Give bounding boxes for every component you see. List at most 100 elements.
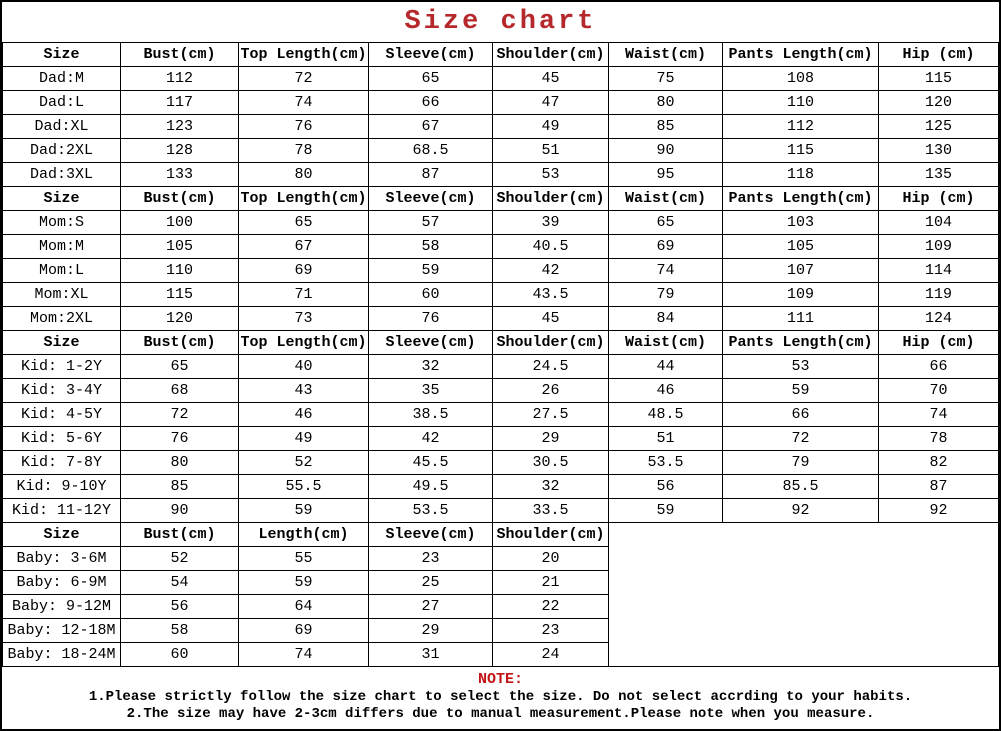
value-cell: 52 — [120, 546, 239, 571]
value-cell: 24 — [492, 642, 609, 667]
value-cell: 59 — [238, 570, 369, 595]
value-cell: 100 — [120, 210, 239, 235]
table-row: Mom:XL 115 71 60 43.5 79 109 119 — [2, 282, 999, 307]
value-cell: 60 — [120, 642, 239, 667]
column-header: Waist(cm) — [608, 186, 723, 211]
size-label-cell: Baby: 6-9M — [2, 570, 121, 595]
value-cell: 40.5 — [492, 234, 609, 259]
size-label-cell: Dad:XL — [2, 114, 121, 139]
value-cell: 57 — [368, 210, 493, 235]
value-cell: 68.5 — [368, 138, 493, 163]
value-cell: 53 — [722, 354, 879, 379]
value-cell: 115 — [120, 282, 239, 307]
column-header: Shoulder(cm) — [492, 42, 609, 67]
value-cell: 110 — [120, 258, 239, 283]
section-header-row: Size Bust(cm) Top Length(cm) Sleeve(cm) Shou… — [2, 186, 999, 211]
section-header-row: Size Bust(cm) Length(cm) Sleeve(cm) Shoulder… — [2, 522, 999, 667]
size-table-body: Size Bust(cm) Top Length(cm) Sleeve(cm) Shou… — [2, 42, 999, 667]
value-cell: 56 — [608, 474, 723, 499]
value-cell: 74 — [878, 402, 999, 427]
value-cell: 72 — [120, 402, 239, 427]
size-label-cell: Kid: 5-6Y — [2, 426, 121, 451]
size-table: Size Bust(cm) Top Length(cm) Sleeve(cm) Shou… — [2, 42, 999, 667]
value-cell: 115 — [878, 66, 999, 91]
value-cell: 60 — [368, 282, 493, 307]
size-label-cell: Kid: 3-4Y — [2, 378, 121, 403]
table-row: Dad:L 117 74 66 47 80 110 120 — [2, 90, 999, 115]
value-cell: 27 — [368, 594, 493, 619]
value-cell: 95 — [608, 162, 723, 187]
table-row: Baby: 6-9M 54 59 25 21 — [2, 570, 999, 595]
value-cell: 115 — [722, 138, 879, 163]
value-cell: 120 — [878, 90, 999, 115]
size-label-cell: Dad:M — [2, 66, 121, 91]
value-cell: 72 — [238, 66, 369, 91]
value-cell: 24.5 — [492, 354, 609, 379]
value-cell: 133 — [120, 162, 239, 187]
value-cell: 49 — [492, 114, 609, 139]
size-label-cell: Mom:L — [2, 258, 121, 283]
size-label-cell: Dad:2XL — [2, 138, 121, 163]
value-cell: 124 — [878, 306, 999, 331]
value-cell: 108 — [722, 66, 879, 91]
column-header: Bust(cm) — [120, 522, 239, 547]
value-cell: 22 — [492, 594, 609, 619]
value-cell: 73 — [238, 306, 369, 331]
value-cell: 53.5 — [608, 450, 723, 475]
column-header: Bust(cm) — [120, 42, 239, 67]
column-header: Sleeve(cm) — [368, 42, 493, 67]
table-row: Baby: 9-12M 56 64 27 22 — [2, 594, 999, 619]
value-cell: 75 — [608, 66, 723, 91]
value-cell: 110 — [722, 90, 879, 115]
value-cell: 78 — [878, 426, 999, 451]
value-cell: 118 — [722, 162, 879, 187]
value-cell: 64 — [238, 594, 369, 619]
value-cell: 69 — [238, 618, 369, 643]
size-label-cell: Baby: 3-6M — [2, 546, 121, 571]
column-header: Sleeve(cm) — [368, 522, 493, 547]
value-cell: 59 — [238, 498, 369, 523]
table-row: Kid: 11-12Y 90 59 53.5 33.5 59 92 92 — [2, 498, 999, 523]
value-cell: 80 — [608, 90, 723, 115]
value-cell: 90 — [608, 138, 723, 163]
value-cell: 26 — [492, 378, 609, 403]
value-cell: 58 — [120, 618, 239, 643]
column-header: Hip (cm) — [878, 186, 999, 211]
value-cell: 74 — [608, 258, 723, 283]
size-label-cell: Baby: 9-12M — [2, 594, 121, 619]
value-cell: 92 — [878, 498, 999, 523]
column-header: Waist(cm) — [608, 42, 723, 67]
value-cell: 76 — [238, 114, 369, 139]
value-cell: 119 — [878, 282, 999, 307]
value-cell: 55.5 — [238, 474, 369, 499]
column-header: Bust(cm) — [120, 186, 239, 211]
value-cell: 69 — [608, 234, 723, 259]
column-header: Hip (cm) — [878, 42, 999, 67]
value-cell: 52 — [238, 450, 369, 475]
value-cell: 46 — [238, 402, 369, 427]
column-header: Shoulder(cm) — [492, 522, 609, 547]
value-cell: 109 — [878, 234, 999, 259]
column-header: Length(cm) — [238, 522, 369, 547]
value-cell: 23 — [492, 618, 609, 643]
size-label-cell: Kid: 9-10Y — [2, 474, 121, 499]
table-row: Dad:2XL 128 78 68.5 51 90 115 130 — [2, 138, 999, 163]
table-row: Baby: 12-18M 58 69 29 23 — [2, 618, 999, 643]
value-cell: 82 — [878, 450, 999, 475]
value-cell: 78 — [238, 138, 369, 163]
value-cell: 130 — [878, 138, 999, 163]
value-cell: 53 — [492, 162, 609, 187]
column-header: Shoulder(cm) — [492, 330, 609, 355]
value-cell: 25 — [368, 570, 493, 595]
table-row: Mom:S 100 65 57 39 65 103 104 — [2, 210, 999, 235]
value-cell: 30.5 — [492, 450, 609, 475]
value-cell: 80 — [238, 162, 369, 187]
column-header: Hip (cm) — [878, 330, 999, 355]
value-cell: 53.5 — [368, 498, 493, 523]
value-cell: 33.5 — [492, 498, 609, 523]
column-header: Sleeve(cm) — [368, 330, 493, 355]
size-label-cell: Mom:S — [2, 210, 121, 235]
value-cell: 58 — [368, 234, 493, 259]
value-cell: 65 — [120, 354, 239, 379]
